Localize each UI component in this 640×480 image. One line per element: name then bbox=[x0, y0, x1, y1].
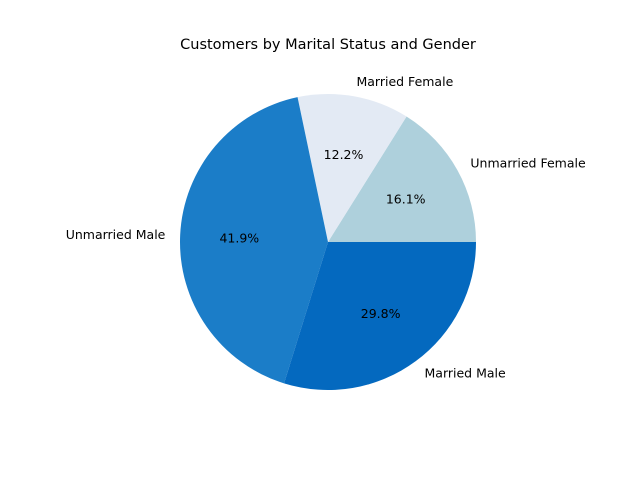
slice-label-unmarried-female: Unmarried Female bbox=[470, 156, 586, 171]
pct-label-unmarried-female: 16.1% bbox=[386, 191, 426, 206]
pct-label-married-male: 29.8% bbox=[361, 306, 401, 321]
pie-slice-unmarried-female bbox=[328, 116, 476, 242]
slice-label-married-male: Married Male bbox=[425, 366, 506, 381]
pct-label-unmarried-male: 41.9% bbox=[219, 230, 259, 245]
pie-slices bbox=[180, 93, 476, 390]
pie-labels: Unmarried Female 16.1% Married Female 12.2%… bbox=[66, 74, 586, 380]
slice-label-married-female: Married Female bbox=[356, 74, 453, 89]
chart-title: Customers by Marital Status and Gender bbox=[180, 37, 476, 53]
slice-label-unmarried-male: Unmarried Male bbox=[66, 227, 166, 242]
pie-slice-unmarried-male bbox=[180, 97, 328, 384]
pct-label-married-female: 12.2% bbox=[324, 147, 364, 162]
pie-slice-married-female bbox=[297, 93, 407, 242]
pie-slice-married-male bbox=[284, 242, 476, 390]
